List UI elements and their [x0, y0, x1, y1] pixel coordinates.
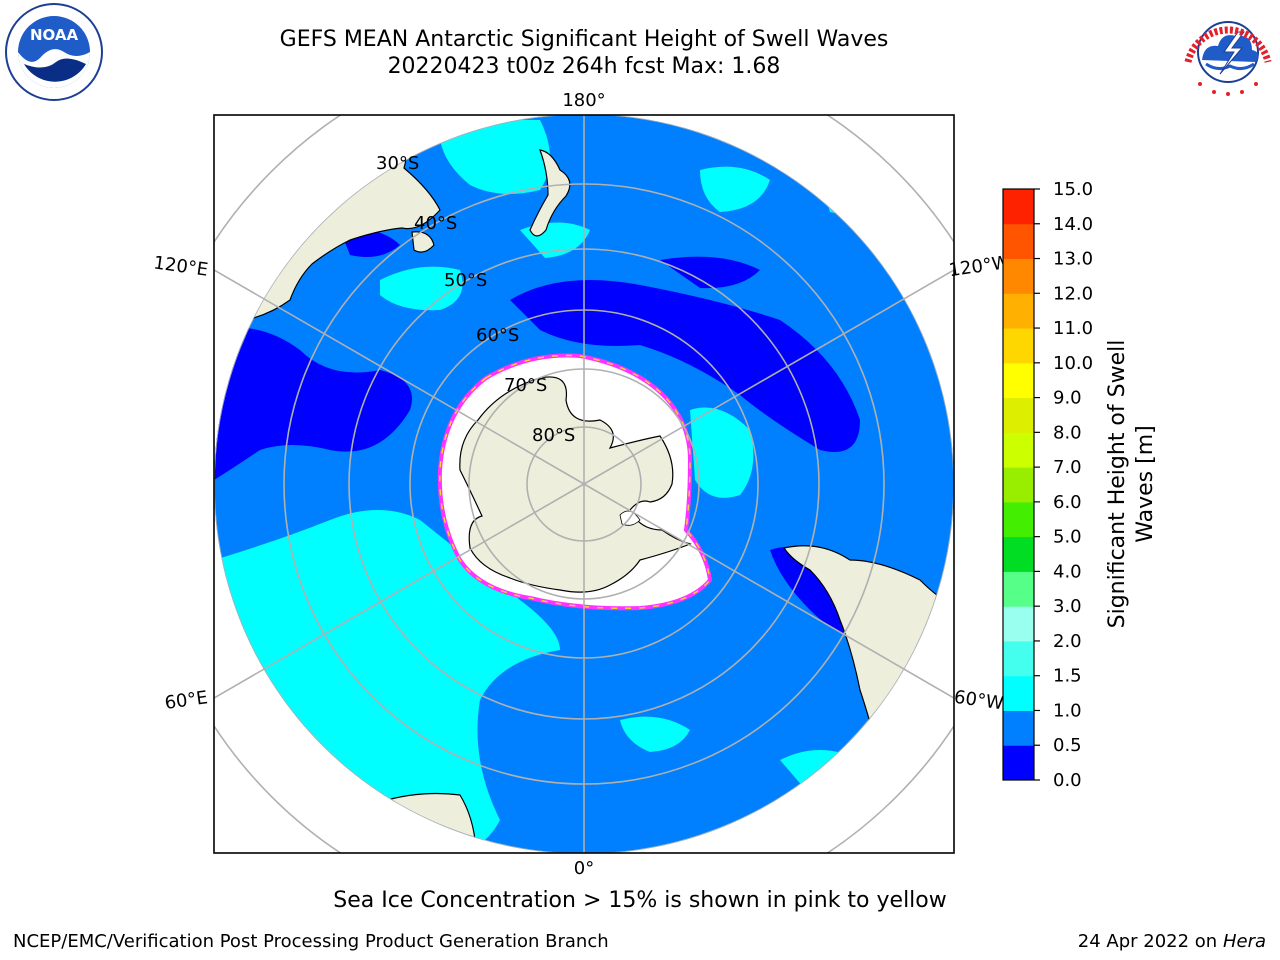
colorbar-segment: [1003, 571, 1034, 607]
colorbar-tick-label: 0.5: [1053, 735, 1082, 756]
footer-credit: NCEP/EMC/Verification Post Processing Pr…: [13, 931, 609, 952]
colorbar-label-line-2: Waves [m]: [1133, 425, 1158, 542]
colorbar-segment: [1003, 745, 1034, 781]
colorbar-tick-label: 9.0: [1053, 388, 1082, 409]
footer-date: 24 Apr 2022 on Hera: [1078, 931, 1266, 952]
lon-label-180: 180°: [562, 90, 605, 111]
colorbar-tick-label: 1.5: [1053, 666, 1082, 687]
colorbar: [1003, 189, 1034, 781]
colorbar-label-line-1: Significant Height of Swell: [1105, 340, 1130, 629]
chart-title-line-1: GEFS MEAN Antarctic Significant Height o…: [279, 27, 889, 52]
noaa-logo-text: NOAA: [30, 26, 79, 44]
colorbar-tick-label: 0.0: [1053, 770, 1082, 791]
lat-label-30s: 30°S: [376, 153, 419, 174]
colorbar-tick-label: 6.0: [1053, 492, 1082, 513]
lat-label-50s: 50°S: [444, 270, 487, 291]
colorbar-frame: [1002, 188, 1035, 781]
colorbar-tick-label: 7.0: [1053, 457, 1082, 478]
colorbar-tick-label: 4.0: [1053, 561, 1082, 582]
nws-logo-icon: [1181, 5, 1275, 99]
colorbar-tick-label: 13.0: [1053, 249, 1093, 270]
colorbar-tick-label: 2.0: [1053, 631, 1082, 652]
colorbar-tick-label: 5.0: [1053, 527, 1082, 548]
chart-title-line-2: 20220423 t00z 264h fcst Max: 1.68: [387, 54, 781, 79]
colorbar-segment: [1003, 328, 1034, 364]
lat-label-70s: 70°S: [504, 375, 547, 396]
colorbar-tick-label: 12.0: [1053, 283, 1093, 304]
colorbar-segment: [1003, 606, 1034, 642]
colorbar-tick-label: 14.0: [1053, 214, 1093, 235]
colorbar-segment: [1003, 501, 1034, 538]
colorbar-segment: [1003, 362, 1034, 399]
colorbar-tick-label: 3.0: [1053, 596, 1082, 617]
colorbar-segment: [1003, 397, 1034, 433]
lon-label-60w: 60°W: [953, 687, 1005, 715]
sea-ice-edge: [439, 354, 711, 610]
lat-label-60s: 60°S: [476, 325, 519, 346]
colorbar-tick-label: 15.0: [1053, 179, 1093, 200]
lon-label-60e: 60°E: [163, 687, 209, 714]
colorbar-tick-label: 8.0: [1053, 422, 1082, 443]
colorbar-segment: [1003, 293, 1034, 329]
colorbar-segment: [1003, 640, 1034, 677]
colorbar-segment: [1003, 432, 1034, 468]
colorbar-tick-label: 11.0: [1053, 318, 1093, 339]
colorbar-segment: [1003, 710, 1034, 746]
colorbar-tick-label: 1.0: [1053, 700, 1082, 721]
lat-label-80s: 80°S: [532, 425, 575, 446]
noaa-logo-icon: NOAA: [5, 3, 103, 101]
colorbar-segment: [1003, 467, 1034, 503]
map-frame: [213, 114, 955, 854]
sea-ice-note: Sea Ice Concentration > 15% is shown in …: [333, 888, 947, 913]
longitude-gridlines: [214, 115, 954, 853]
footer-date-text: 24 Apr 2022 on: [1077, 931, 1223, 952]
colorbar-segment: [1003, 223, 1034, 260]
lon-label-0: 0°: [574, 858, 594, 879]
colorbar-segment: [1003, 258, 1034, 294]
lat-label-40s: 40°S: [414, 213, 457, 234]
colorbar-tick-label: 10.0: [1053, 353, 1093, 374]
lon-label-120e: 120°E: [152, 252, 209, 280]
colorbar-segment: [1003, 536, 1034, 572]
colorbar-segment: [1003, 189, 1034, 225]
colorbar-segment: [1003, 675, 1034, 711]
footer-host: Hera: [1222, 931, 1266, 952]
lon-label-120w: 120°W: [947, 252, 1011, 281]
